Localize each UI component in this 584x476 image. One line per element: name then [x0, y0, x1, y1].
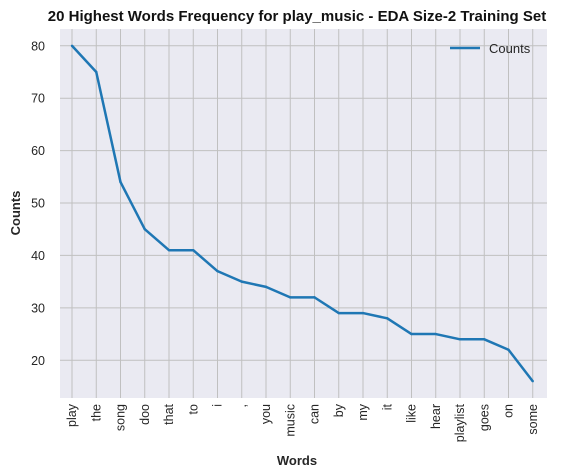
data-point: [192, 248, 195, 252]
x-tick-label: on: [502, 404, 516, 418]
y-axis-title: Counts: [8, 191, 23, 236]
legend-label: Counts: [489, 41, 531, 56]
series-group: [70, 44, 534, 383]
data-point: [119, 180, 122, 184]
data-point: [289, 296, 292, 299]
x-tick-label: like: [405, 404, 419, 423]
x-tick-label: that: [162, 403, 176, 424]
data-point: [264, 285, 268, 289]
x-tick-labels: play the song doo that to i, you music can by my it l…: [65, 403, 540, 442]
grid-lines: [60, 29, 547, 398]
data-point: [240, 280, 243, 283]
series-line: [71, 44, 534, 382]
x-tick-label: song: [114, 404, 128, 431]
data-point: [143, 228, 146, 231]
data-point: [361, 311, 365, 315]
data-point: [531, 380, 534, 383]
data-point: [410, 332, 413, 336]
x-tick-label: play: [65, 403, 79, 427]
data-point: [483, 338, 486, 341]
x-tick-label: some: [526, 404, 540, 435]
x-tick-label: by: [332, 403, 346, 417]
x-tick-label: hear: [429, 404, 443, 429]
x-tick-label: can: [308, 404, 322, 424]
x-axis-title: Words: [277, 453, 317, 468]
x-tick-label: ,: [235, 404, 249, 407]
y-tick-label: 50: [31, 197, 45, 211]
x-tick-label: my: [356, 403, 370, 420]
x-tick-label: doo: [138, 404, 152, 425]
data-point: [434, 332, 437, 336]
data-point: [167, 248, 171, 252]
data-point: [216, 269, 219, 273]
y-tick-label: 20: [31, 354, 45, 368]
x-tick-label: to: [186, 404, 200, 414]
data-point: [458, 338, 462, 341]
data-point: [507, 348, 510, 351]
legend: Counts: [450, 41, 531, 56]
y-tick-labels: 20 30 40 50 60 70 80: [31, 39, 45, 367]
y-tick-label: 70: [31, 92, 45, 106]
x-tick-label: playlist: [453, 403, 467, 442]
y-tick-label: 30: [31, 301, 45, 315]
chart-title: 20 Highest Words Frequency for play_musi…: [48, 8, 546, 25]
x-tick-label: you: [259, 404, 273, 424]
data-point: [70, 44, 74, 47]
x-tick-label: it: [380, 403, 394, 410]
x-tick-label: i: [211, 404, 225, 407]
y-tick-label: 80: [31, 39, 45, 53]
x-tick-label: music: [283, 404, 297, 437]
data-point: [95, 70, 98, 74]
x-tick-label: goes: [477, 404, 491, 431]
plot-background: [60, 29, 547, 398]
y-tick-label: 40: [31, 249, 45, 263]
x-tick-label: the: [89, 404, 103, 421]
data-point: [386, 317, 389, 320]
data-point: [313, 296, 316, 299]
y-tick-label: 60: [31, 144, 45, 158]
data-point: [337, 311, 340, 315]
